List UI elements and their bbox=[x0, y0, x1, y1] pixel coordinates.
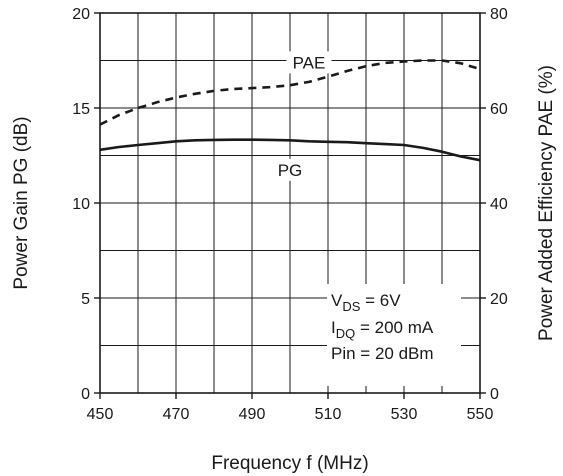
y-axis-title-left: Power Gain PG (dB) bbox=[11, 116, 32, 289]
y-axis-title-right: Power Added Efficiency PAE (%) bbox=[536, 65, 557, 341]
y-right-tick-label: 80 bbox=[490, 6, 508, 23]
annotation-pin: Pin = 20 dBm bbox=[331, 344, 434, 363]
plot-frame bbox=[99, 12, 481, 394]
series-labels: PAE PG bbox=[273, 51, 332, 181]
series-group bbox=[99, 59, 481, 162]
series-line-pae bbox=[99, 59, 481, 126]
y-left-tick-label: 0 bbox=[81, 386, 90, 403]
series-label-bg-pg bbox=[273, 158, 307, 181]
series-label-pg: PG bbox=[278, 161, 303, 180]
annotation-background bbox=[327, 284, 461, 386]
y-right-tick-label: 20 bbox=[490, 291, 508, 308]
x-tick-label: 550 bbox=[467, 406, 494, 423]
x-tick-label: 510 bbox=[315, 406, 342, 423]
x-tick-label: 530 bbox=[391, 406, 418, 423]
x-axis-title: Frequency f (MHz) bbox=[211, 453, 368, 474]
x-tick-label: 470 bbox=[163, 406, 190, 423]
y-right-tick-label: 60 bbox=[490, 101, 508, 118]
annotation-vds: VDS = 6V bbox=[331, 291, 401, 314]
y-left-tick-label: 20 bbox=[72, 6, 90, 23]
annotation-idq-subscript: DQ bbox=[336, 326, 356, 341]
x-tick-label: 450 bbox=[87, 406, 114, 423]
series-label-pae: PAE bbox=[293, 53, 326, 72]
y-left-tick-label: 15 bbox=[72, 101, 90, 118]
y-left-tick-label: 10 bbox=[72, 196, 90, 213]
y-right-tick-label: 0 bbox=[490, 386, 499, 403]
series-label-bg-pae bbox=[286, 51, 332, 74]
y-left-tick-label: 5 bbox=[81, 291, 90, 308]
axis-ticks bbox=[94, 12, 486, 399]
annotation-vds-subscript: DS bbox=[342, 299, 360, 314]
y-right-tick-label: 40 bbox=[490, 196, 508, 213]
conditions-annotation: VDS = 6V IDQ = 200 mA Pin = 20 dBm bbox=[331, 291, 434, 363]
series-line-pg bbox=[99, 138, 481, 162]
annotation-idq: IDQ = 200 mA bbox=[331, 318, 434, 341]
grid-lines bbox=[100, 13, 480, 393]
x-tick-label: 490 bbox=[239, 406, 266, 423]
